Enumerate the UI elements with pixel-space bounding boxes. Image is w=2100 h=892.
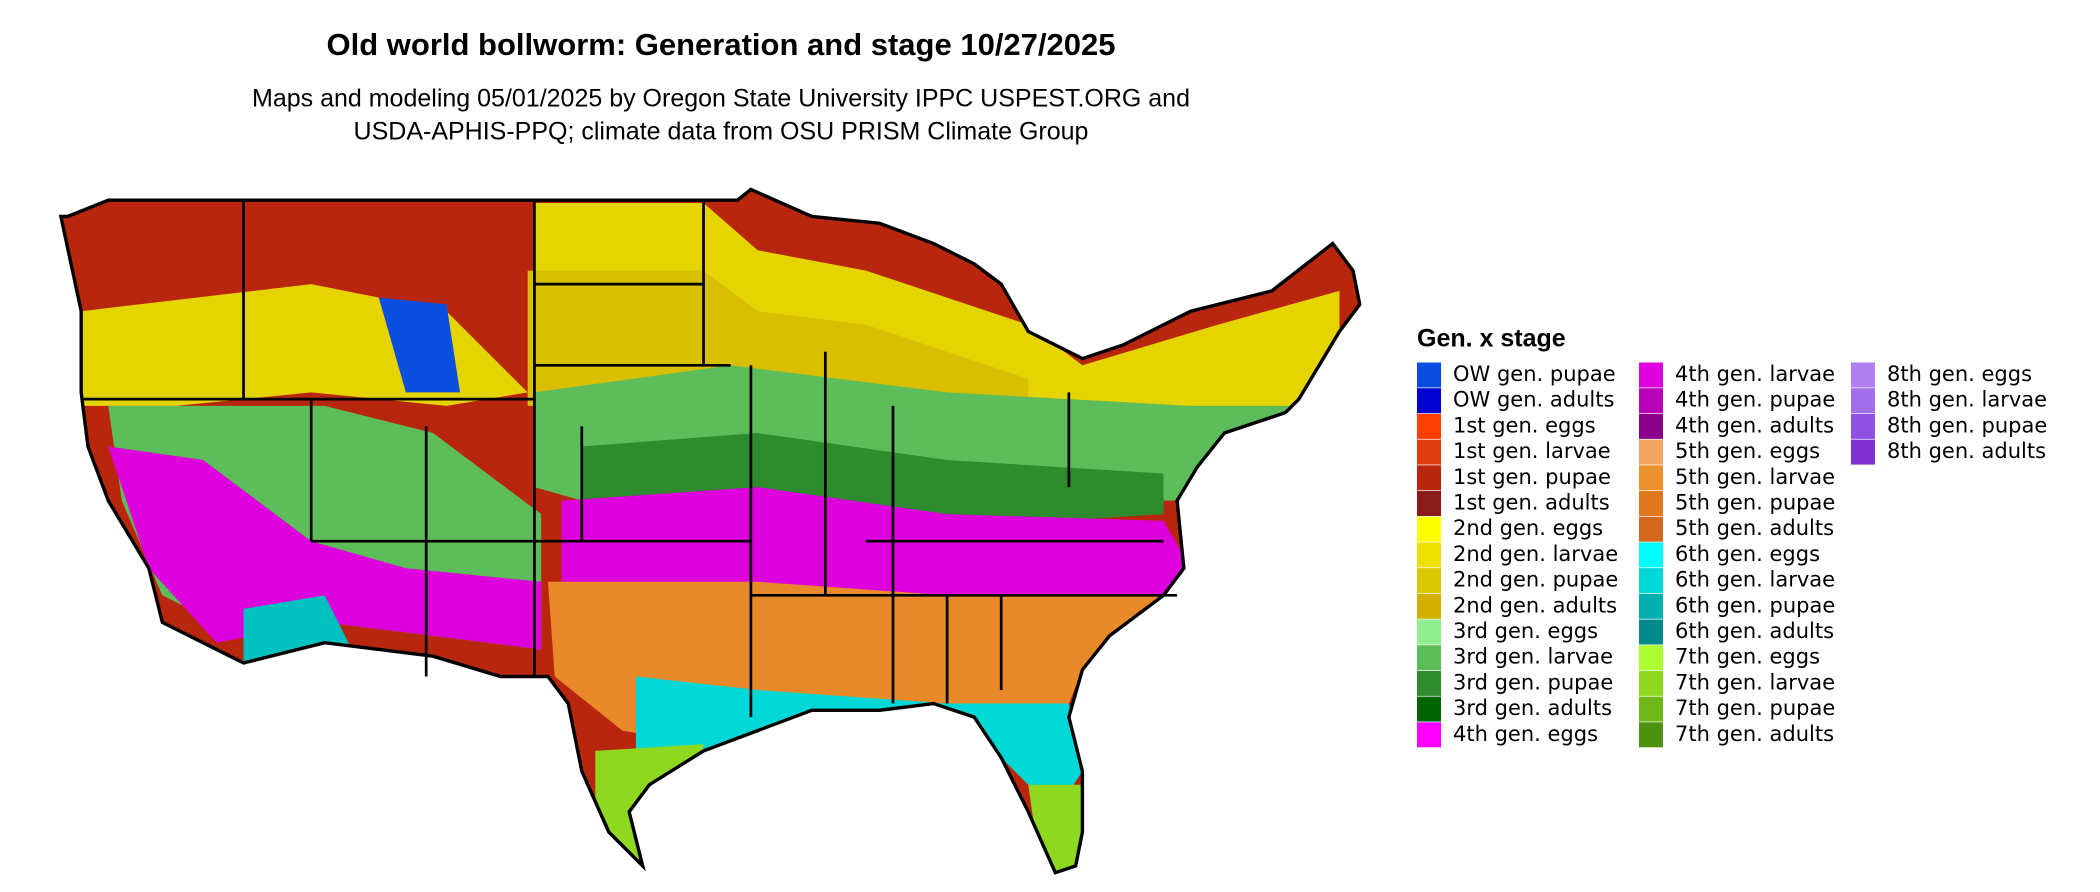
legend-swatch bbox=[1417, 722, 1441, 748]
legend-swatch bbox=[1639, 491, 1663, 516]
legend-swatch bbox=[1417, 542, 1441, 568]
legend-swatch bbox=[1417, 491, 1441, 516]
legend-label: 4th gen. pupae bbox=[1675, 388, 1835, 412]
state-borders bbox=[81, 200, 1178, 718]
legend-swatch bbox=[1417, 568, 1441, 594]
legend-swatch bbox=[1417, 388, 1441, 414]
legend-label: OW gen. pupae bbox=[1453, 362, 1616, 386]
legend-label: 1st gen. larvae bbox=[1453, 439, 1611, 463]
legend-label: 2nd gen. pupae bbox=[1453, 568, 1618, 592]
title: Old world bollworm: Generation and stage… bbox=[327, 27, 1116, 62]
legend-label: 4th gen. adults bbox=[1675, 413, 1834, 437]
legend-swatch bbox=[1417, 593, 1441, 619]
legend-label: 5th gen. larvae bbox=[1675, 465, 1835, 489]
country-border bbox=[58, 187, 1362, 875]
region bbox=[527, 270, 1029, 406]
legend-label: 7th gen. adults bbox=[1675, 722, 1834, 746]
legend-swatch bbox=[1417, 619, 1441, 645]
legend-swatch bbox=[1639, 696, 1663, 722]
legend-label: 8th gen. eggs bbox=[1887, 362, 2032, 386]
legend-swatch bbox=[1417, 465, 1441, 491]
legend-label: 1st gen. adults bbox=[1453, 491, 1610, 515]
region bbox=[108, 446, 542, 650]
legend-swatch bbox=[1417, 670, 1441, 696]
legend-swatch bbox=[1851, 413, 1875, 439]
legend-label: 5th gen. pupae bbox=[1675, 491, 1835, 515]
legend-swatch bbox=[1851, 439, 1875, 465]
legend-swatch bbox=[1639, 645, 1663, 671]
legend-label: 6th gen. pupae bbox=[1675, 593, 1835, 617]
legend-label: 6th gen. eggs bbox=[1675, 542, 1820, 566]
legend-label: 2nd gen. larvae bbox=[1453, 542, 1618, 566]
legend-label: 4th gen. eggs bbox=[1453, 722, 1598, 746]
legend-swatch bbox=[1417, 439, 1441, 465]
legend-label: 8th gen. pupae bbox=[1887, 413, 2047, 437]
map bbox=[58, 187, 1362, 875]
legend-swatch bbox=[1417, 413, 1441, 439]
legend-swatch bbox=[1639, 439, 1663, 465]
legend-label: 5th gen. eggs bbox=[1675, 439, 1820, 463]
legend-label: 3rd gen. pupae bbox=[1453, 670, 1613, 694]
legend-swatch bbox=[1639, 722, 1663, 748]
legend-swatch bbox=[1639, 516, 1663, 542]
legend-title: Gen. x stage bbox=[1417, 325, 1566, 353]
legend-swatch bbox=[1639, 568, 1663, 594]
legend-swatch bbox=[1639, 670, 1663, 696]
subtitle: Maps and modeling 05/01/2025 by Oregon S… bbox=[252, 85, 1190, 113]
legend-label: 8th gen. adults bbox=[1887, 439, 2046, 463]
legend-swatch bbox=[1639, 593, 1663, 619]
legend-label: 1st gen. eggs bbox=[1453, 413, 1596, 437]
legend-swatch bbox=[1639, 388, 1663, 414]
legend-label: 3rd gen. adults bbox=[1453, 696, 1612, 720]
subtitle: USDA-APHIS-PPQ; climate data from OSU PR… bbox=[354, 118, 1089, 146]
legend-label: 6th gen. adults bbox=[1675, 619, 1834, 643]
legend-swatch bbox=[1639, 362, 1663, 388]
legend-swatch bbox=[1639, 465, 1663, 491]
legend-label: 6th gen. larvae bbox=[1675, 568, 1835, 592]
legend-label: 3rd gen. eggs bbox=[1453, 619, 1598, 643]
legend-label: 7th gen. larvae bbox=[1675, 670, 1835, 694]
legend-swatch bbox=[1417, 362, 1441, 388]
region bbox=[378, 297, 461, 393]
legend-label: 3rd gen. larvae bbox=[1453, 645, 1613, 669]
legend-label: OW gen. adults bbox=[1453, 388, 1614, 412]
legend-swatch bbox=[1639, 619, 1663, 645]
legend-label: 2nd gen. adults bbox=[1453, 593, 1617, 617]
legend-label: 4th gen. larvae bbox=[1675, 362, 1835, 386]
legend-swatch bbox=[1851, 362, 1875, 388]
legend-swatch bbox=[1417, 516, 1441, 542]
legend-label: 7th gen. pupae bbox=[1675, 696, 1835, 720]
legend-swatch bbox=[1851, 388, 1875, 414]
region bbox=[635, 676, 1083, 812]
legend-label: 2nd gen. eggs bbox=[1453, 516, 1603, 540]
legend-label: 7th gen. eggs bbox=[1675, 645, 1820, 669]
legend-swatch bbox=[1417, 645, 1441, 671]
legend-swatch bbox=[1639, 542, 1663, 568]
legend-label: 8th gen. larvae bbox=[1887, 388, 2047, 412]
legend-swatch bbox=[1417, 696, 1441, 722]
legend-swatch bbox=[1639, 413, 1663, 439]
legend-label: 1st gen. pupae bbox=[1453, 465, 1611, 489]
legend-label: 5th gen. adults bbox=[1675, 516, 1834, 540]
